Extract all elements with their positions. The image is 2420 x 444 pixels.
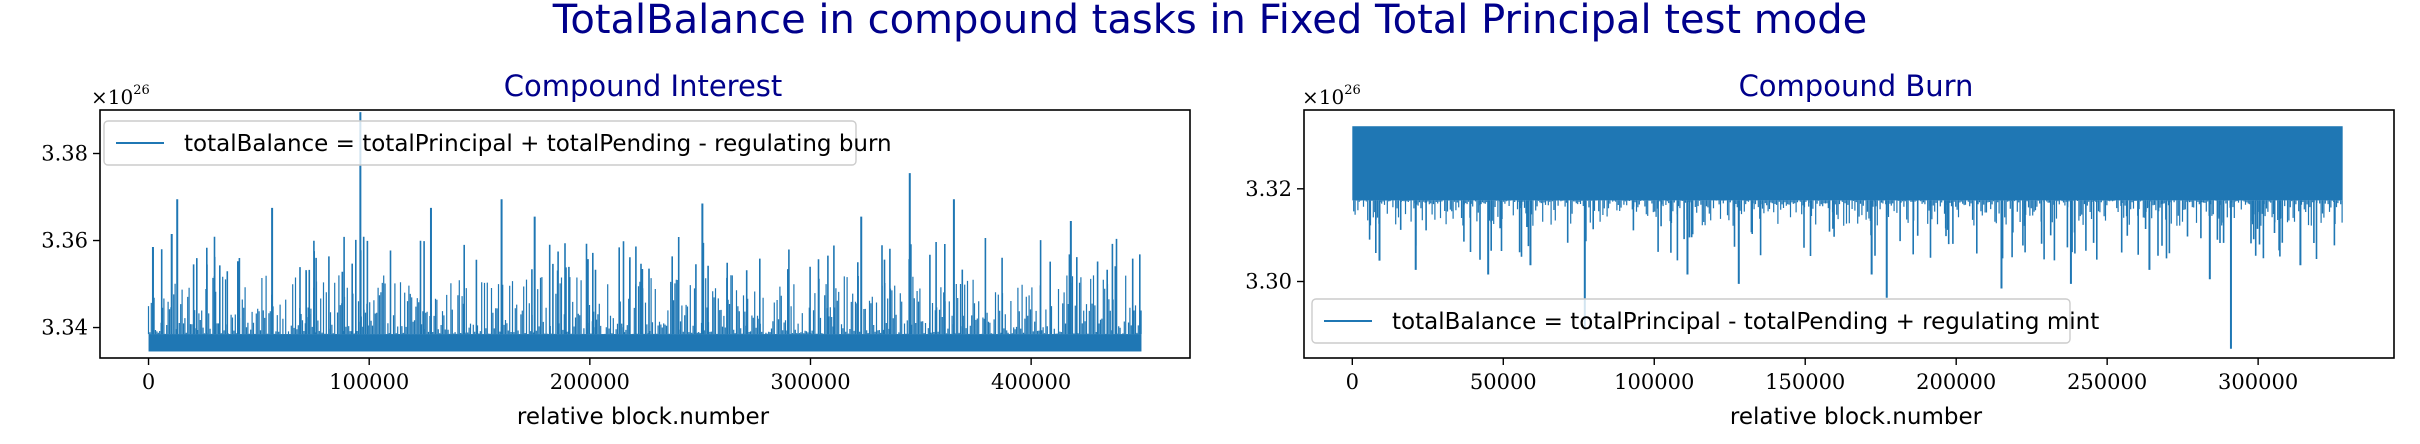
- series-dense-band: [1352, 126, 2343, 201]
- axes-frame: [99, 109, 1191, 359]
- plot-area: 0 100000 200000 300000 400000 3.34 3.36 3.38 tot…: [41, 109, 1191, 394]
- series-dense-band: [148, 334, 1142, 352]
- panel-compound-burn: Compound Burn ×1026 0 50000 100000 150000 20…: [1245, 69, 2395, 430]
- series-spikes: [152, 236, 1141, 335]
- plot-area: 0 50000 100000 150000 200000 250000 300000 3.30…: [1245, 109, 2395, 394]
- x-tick-label: 0: [142, 370, 155, 394]
- x-tick-label: 300000: [2218, 370, 2298, 394]
- x-axis-label: relative block.number: [1730, 404, 1983, 430]
- chart-title: Compound Burn: [1739, 69, 1974, 103]
- x-tick-label: 250000: [2067, 370, 2147, 394]
- panel-compound-interest: Compound Interest ×1026 0 100000 200000 300…: [41, 69, 1191, 430]
- y-tick-label: 3.36: [41, 229, 88, 253]
- x-tick-label: 400000: [991, 370, 1071, 394]
- y-tick-label: 3.32: [1245, 177, 1292, 201]
- x-tick-label: 150000: [1765, 370, 1845, 394]
- x-axis-label: relative block.number: [517, 404, 770, 430]
- y-offset-label: ×1026: [1302, 83, 1361, 109]
- legend-label: totalBalance = totalPrincipal - totalPen…: [1392, 309, 2099, 335]
- y-tick-label: 3.34: [41, 316, 88, 340]
- x-tick-label: 200000: [1916, 370, 1996, 394]
- legend-box: [1311, 298, 2071, 344]
- y-offset-label: ×1026: [91, 83, 150, 109]
- axes-frame: [1303, 109, 2395, 359]
- x-tick-label: 100000: [329, 370, 409, 394]
- series-noise: [147, 275, 1142, 335]
- x-tick-label: 0: [1346, 370, 1359, 394]
- x-tick-label: 300000: [770, 370, 850, 394]
- y-tick-label: 3.30: [1245, 270, 1292, 294]
- y-tick-label: 3.38: [41, 142, 88, 166]
- legend-label: totalBalance = totalPrincipal + totalPen…: [184, 131, 892, 157]
- series-spikes: [1368, 200, 2336, 261]
- legend-box: [103, 120, 857, 166]
- x-tick-label: 50000: [1470, 370, 1537, 394]
- figure-suptitle: TotalBalance in compound tasks in Fixed …: [552, 0, 1868, 43]
- chart-title: Compound Interest: [504, 69, 783, 103]
- x-tick-label: 200000: [550, 370, 630, 394]
- x-tick-label: 100000: [1614, 370, 1694, 394]
